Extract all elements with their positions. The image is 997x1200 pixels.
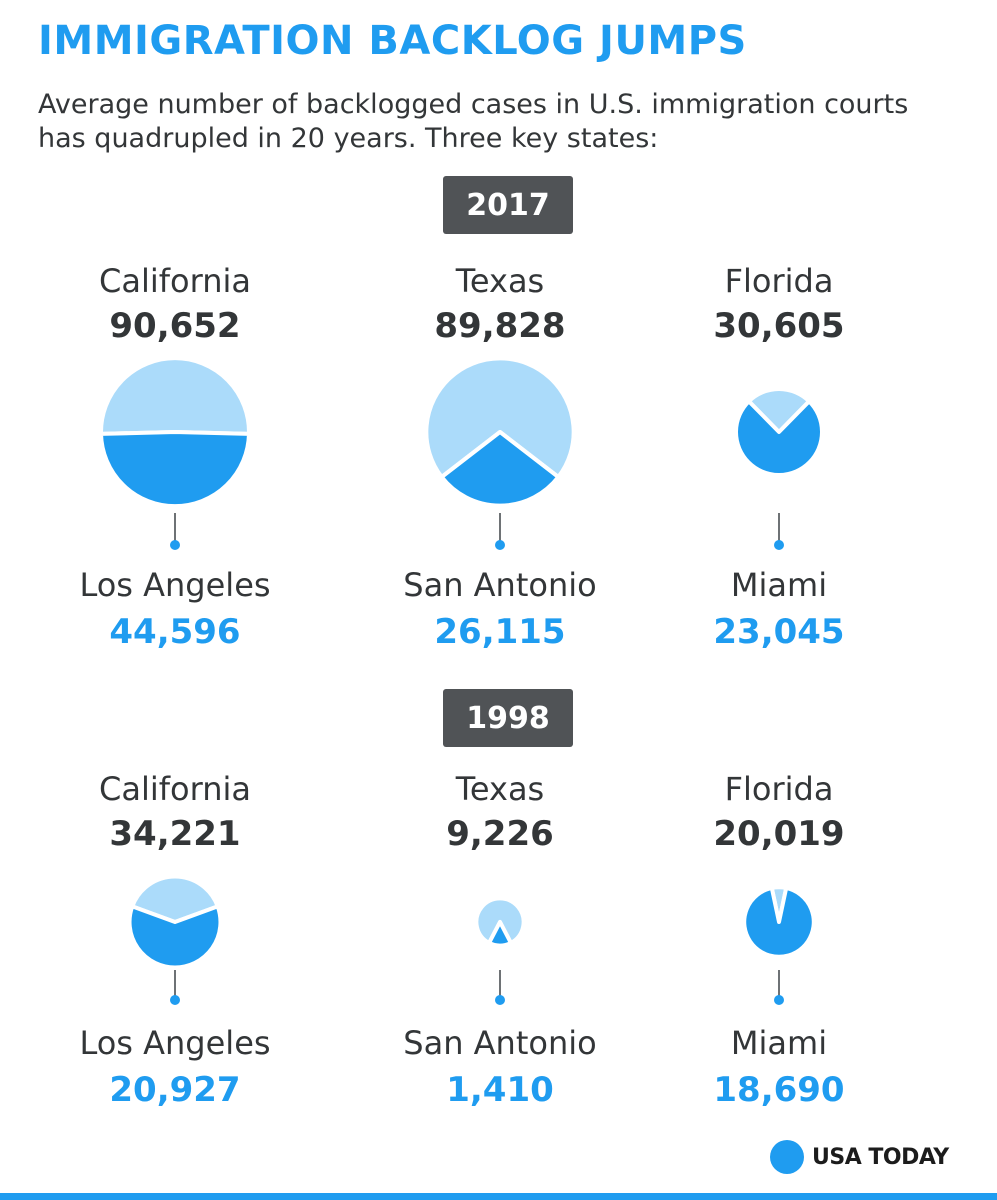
logo-dot-icon <box>770 1140 804 1174</box>
state-label-florida-1998: Florida <box>725 770 834 808</box>
pie-slice-city-florida-1998 <box>742 885 816 959</box>
pie-slice-remainder-california-1998 <box>130 874 220 924</box>
leader-dot-texas-1998 <box>495 995 505 1005</box>
pie-slice-remainder-california-2017 <box>99 356 251 436</box>
leader-dot-florida-2017 <box>774 540 784 550</box>
state-value-california-2017: 90,652 <box>109 306 240 346</box>
usa-today-logo: USA TODAY <box>770 1140 949 1174</box>
state-label-texas-1998: Texas <box>455 770 544 808</box>
state-label-texas-2017: Texas <box>455 262 544 300</box>
city-value-florida-1998: 18,690 <box>713 1070 844 1110</box>
pie-slice-city-california-1998 <box>127 904 223 970</box>
leader-dot-florida-1998 <box>774 995 784 1005</box>
state-value-texas-1998: 9,226 <box>446 814 554 854</box>
pie-slice-remainder-texas-2017 <box>424 356 576 480</box>
leader-dot-california-1998 <box>170 995 180 1005</box>
state-value-florida-2017: 30,605 <box>713 306 844 346</box>
year-badge-2017: 2017 <box>443 176 573 234</box>
city-label-florida-1998: Miami <box>731 1024 827 1062</box>
state-label-florida-2017: Florida <box>725 262 834 300</box>
leader-dot-texas-2017 <box>495 540 505 550</box>
pie-slice-city-texas-2017 <box>439 430 561 508</box>
state-value-florida-1998: 20,019 <box>713 814 844 854</box>
city-value-texas-1998: 1,410 <box>446 1070 554 1110</box>
logo-text: USA TODAY <box>812 1144 949 1170</box>
city-value-california-2017: 44,596 <box>109 612 240 652</box>
year-badge-1998: 1998 <box>443 689 573 747</box>
pie-slice-city-texas-1998 <box>487 920 513 948</box>
chart-title: IMMIGRATION BACKLOG JUMPS <box>38 18 747 64</box>
chart-subtitle: Average number of backlogged cases in U.… <box>38 89 909 154</box>
pie-slice-city-florida-2017 <box>734 399 824 477</box>
state-label-california-1998: California <box>99 770 251 808</box>
city-label-florida-2017: Miami <box>731 566 827 604</box>
city-value-florida-2017: 23,045 <box>713 612 844 652</box>
state-value-texas-2017: 89,828 <box>434 306 565 346</box>
city-label-texas-2017: San Antonio <box>403 566 596 604</box>
state-value-california-1998: 34,221 <box>109 814 240 854</box>
city-value-california-1998: 20,927 <box>109 1070 240 1110</box>
leader-dot-california-2017 <box>170 540 180 550</box>
city-label-california-2017: Los Angeles <box>79 566 270 604</box>
bottom-accent-bar <box>0 1193 997 1200</box>
pie-slice-city-california-2017 <box>99 430 251 509</box>
city-label-texas-1998: San Antonio <box>403 1024 596 1062</box>
city-label-california-1998: Los Angeles <box>79 1024 270 1062</box>
city-value-texas-2017: 26,115 <box>434 612 565 652</box>
pie-slice-remainder-florida-2017 <box>746 387 812 434</box>
state-label-california-2017: California <box>99 262 251 300</box>
